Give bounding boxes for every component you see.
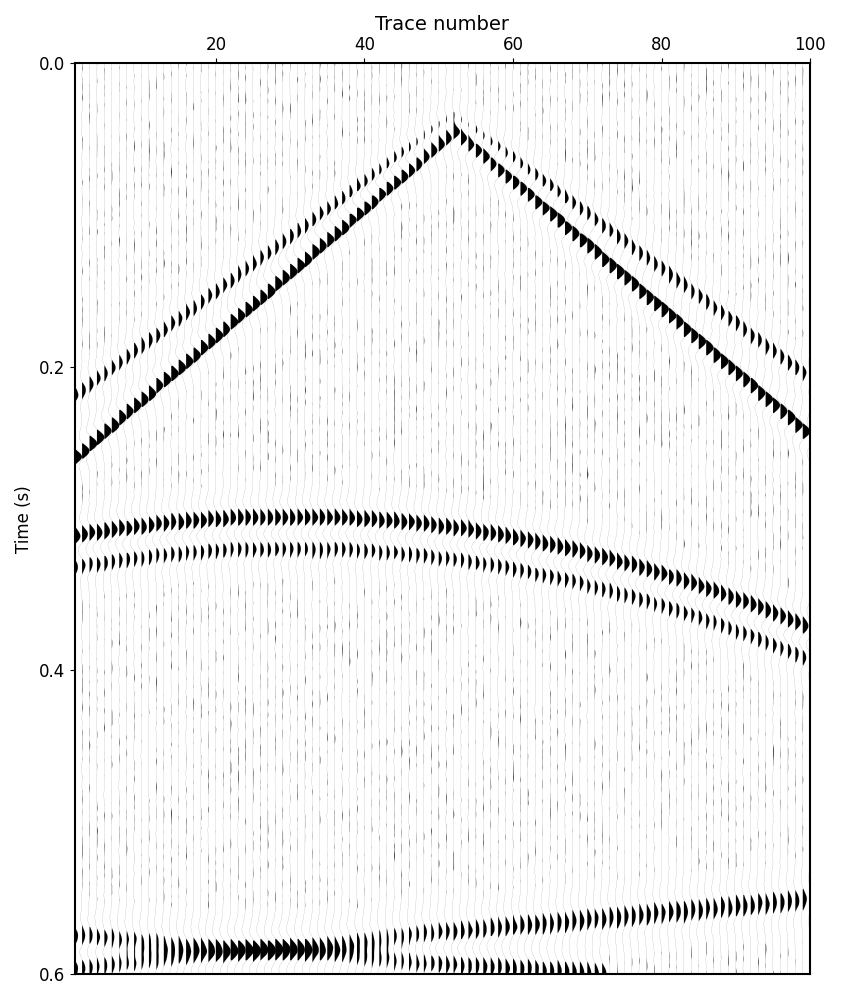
X-axis label: Trace number: Trace number (375, 15, 510, 34)
Y-axis label: Time (s): Time (s) (15, 485, 33, 553)
